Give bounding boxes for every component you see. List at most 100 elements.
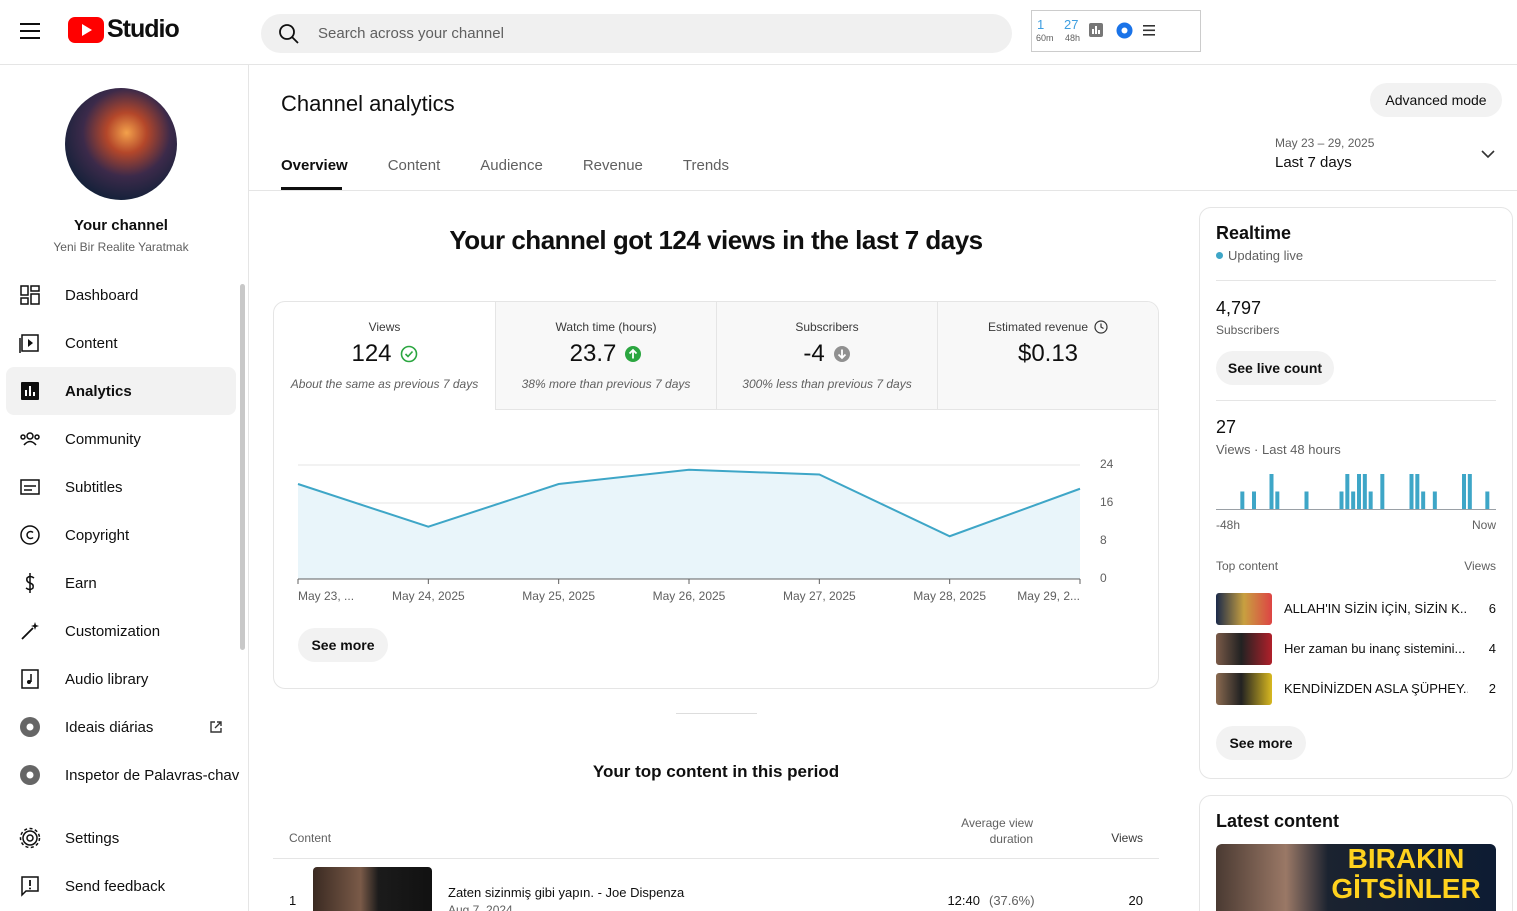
nav-item[interactable]: Settings [6,814,236,862]
realtime-bar [1240,491,1245,509]
tab[interactable]: Content [387,157,441,174]
row-views: 20 [1128,893,1143,908]
widget-app-icon [1116,22,1133,39]
nav-icon [21,669,39,689]
widget-views-period: 48h [1065,33,1081,43]
date-preset[interactable]: Last 7 days [1275,154,1352,171]
advanced-mode-button[interactable]: Advanced mode [1370,83,1502,117]
top-content-label: Top content [1216,559,1279,573]
metric-note: 300% less than previous 7 days [742,377,912,391]
icon-shape [26,771,34,779]
x-tick-label: May 29, 2... [1017,589,1080,603]
icon-shape [214,721,222,729]
tab[interactable]: Audience [480,157,543,174]
tab[interactable]: Revenue [582,157,643,174]
nav-item[interactable]: Community [6,415,236,463]
metric-label-row: Views [274,320,495,334]
tab[interactable]: Overview [281,157,348,174]
nav-icon [19,334,39,353]
icon-shape [1143,25,1155,27]
metric-tab[interactable]: Watch time (hours) 23.7 38% more than prev… [495,302,716,410]
icon-shape [20,297,29,305]
channel-avatar[interactable] [65,88,177,200]
icon-shape [26,834,34,842]
top-content-item[interactable]: KENDİNİZDEN ASLA ŞÜPHEY... 2 [1216,673,1496,705]
latest-thumbnail[interactable]: BIRAKIN GİTSİNLER [1216,844,1496,911]
icon-shape [31,622,39,630]
y-tick-label: 0 [1100,571,1107,585]
realtime-bar [1368,491,1373,509]
nav-icon [25,573,35,593]
row-rank: 1 [289,893,297,908]
icon-shape [29,386,31,396]
icon-shape [1121,27,1128,34]
nav-item[interactable]: Earn [6,559,236,607]
menu-icon[interactable] [20,22,42,40]
icon-shape [291,36,299,44]
realtime-bar [1415,474,1420,509]
item-thumbnail [1216,673,1272,705]
icon-shape [22,830,38,846]
nav-item[interactable]: Ideais diárias [6,703,236,751]
metric-tab[interactable]: Subscribers -4 300% less than previous 7 d… [716,302,937,410]
realtime-status: Updating live [1228,248,1304,263]
tab-underline [281,187,342,190]
nav-item[interactable]: Dashboard [6,271,236,319]
icon-shape [400,345,417,363]
x-tick-label: May 23, ... [298,589,354,603]
subscriber-label: Subscribers [1216,323,1280,337]
realtime-bar [1275,491,1280,509]
realtime-views-label: Views · Last 48 hours [1216,442,1341,457]
row-thumbnail[interactable] [313,867,432,911]
metric-tab[interactable]: Views 124 About the same as previous 7 day… [274,302,495,410]
metric-value: 124 [351,340,392,367]
metric-tab[interactable]: Estimated revenue $0.13 [937,302,1158,410]
metric-value: $0.13 [1017,340,1079,367]
nav-item[interactable]: Send feedback [6,862,236,910]
overview-headline: Your channel got 124 views in the last 7… [449,225,983,255]
live-dot [1216,252,1223,259]
realtime-bar [1269,474,1274,509]
row-title[interactable]: Zaten sizinmiş gibi yapın. - Joe Dispenz… [448,885,685,900]
icon-shape [837,349,846,360]
realtime-title: Realtime [1216,223,1292,243]
icon-shape [20,525,40,545]
realtime-bar [1421,491,1426,509]
nav-item[interactable]: Inspetor de Palavras-chav [6,751,239,799]
date-chevron[interactable] [1481,149,1495,159]
metric-value-row: -4 [717,340,937,368]
row-avg-percent: (37.6%) [989,893,1035,908]
nav-label: Content [65,334,118,352]
nav-item[interactable]: Analytics [6,367,236,415]
sidebar-scrollbar[interactable] [240,284,245,650]
icon-shape [20,23,40,25]
metric-value: -4 [803,340,825,367]
nav-icon [21,876,39,897]
realtime-bar [1380,474,1385,509]
nav-item[interactable]: Content [6,319,236,367]
realtime-card [1199,207,1513,779]
sidebar-border [248,65,249,911]
logo-text: Studio [107,15,180,43]
see-more-button[interactable]: See more [1216,726,1306,760]
see-more-button[interactable]: See more [298,628,388,662]
top-content-item[interactable]: Her zaman bu inanç sistemini... 4 [1216,633,1496,665]
top-content-item[interactable]: ALLAH'IN SİZİN İÇİN, SİZİN K... 6 [1216,593,1496,625]
nav-item[interactable]: Copyright [6,511,236,559]
nav-item[interactable]: Customization [6,607,236,655]
nav-item[interactable]: Subtitles [6,463,236,511]
metric-label: Views [368,320,401,334]
row-date: Aug 7, 2024 [448,903,513,911]
icon-shape [25,390,27,396]
search-box[interactable]: Search across your channel [261,14,1012,53]
nav-label: Community [65,430,141,448]
icon-shape [20,30,40,32]
metric-label: Estimated revenue [987,320,1089,334]
extension-widget[interactable]: 1 60m 27 48h [1031,10,1201,52]
nav-label: Customization [65,622,161,640]
icon-shape [404,350,413,358]
live-count-button[interactable]: See live count [1216,351,1334,385]
logo-icon[interactable] [68,17,104,43]
tab[interactable]: Trends [682,157,730,174]
nav-item[interactable]: Audio library [6,655,236,703]
